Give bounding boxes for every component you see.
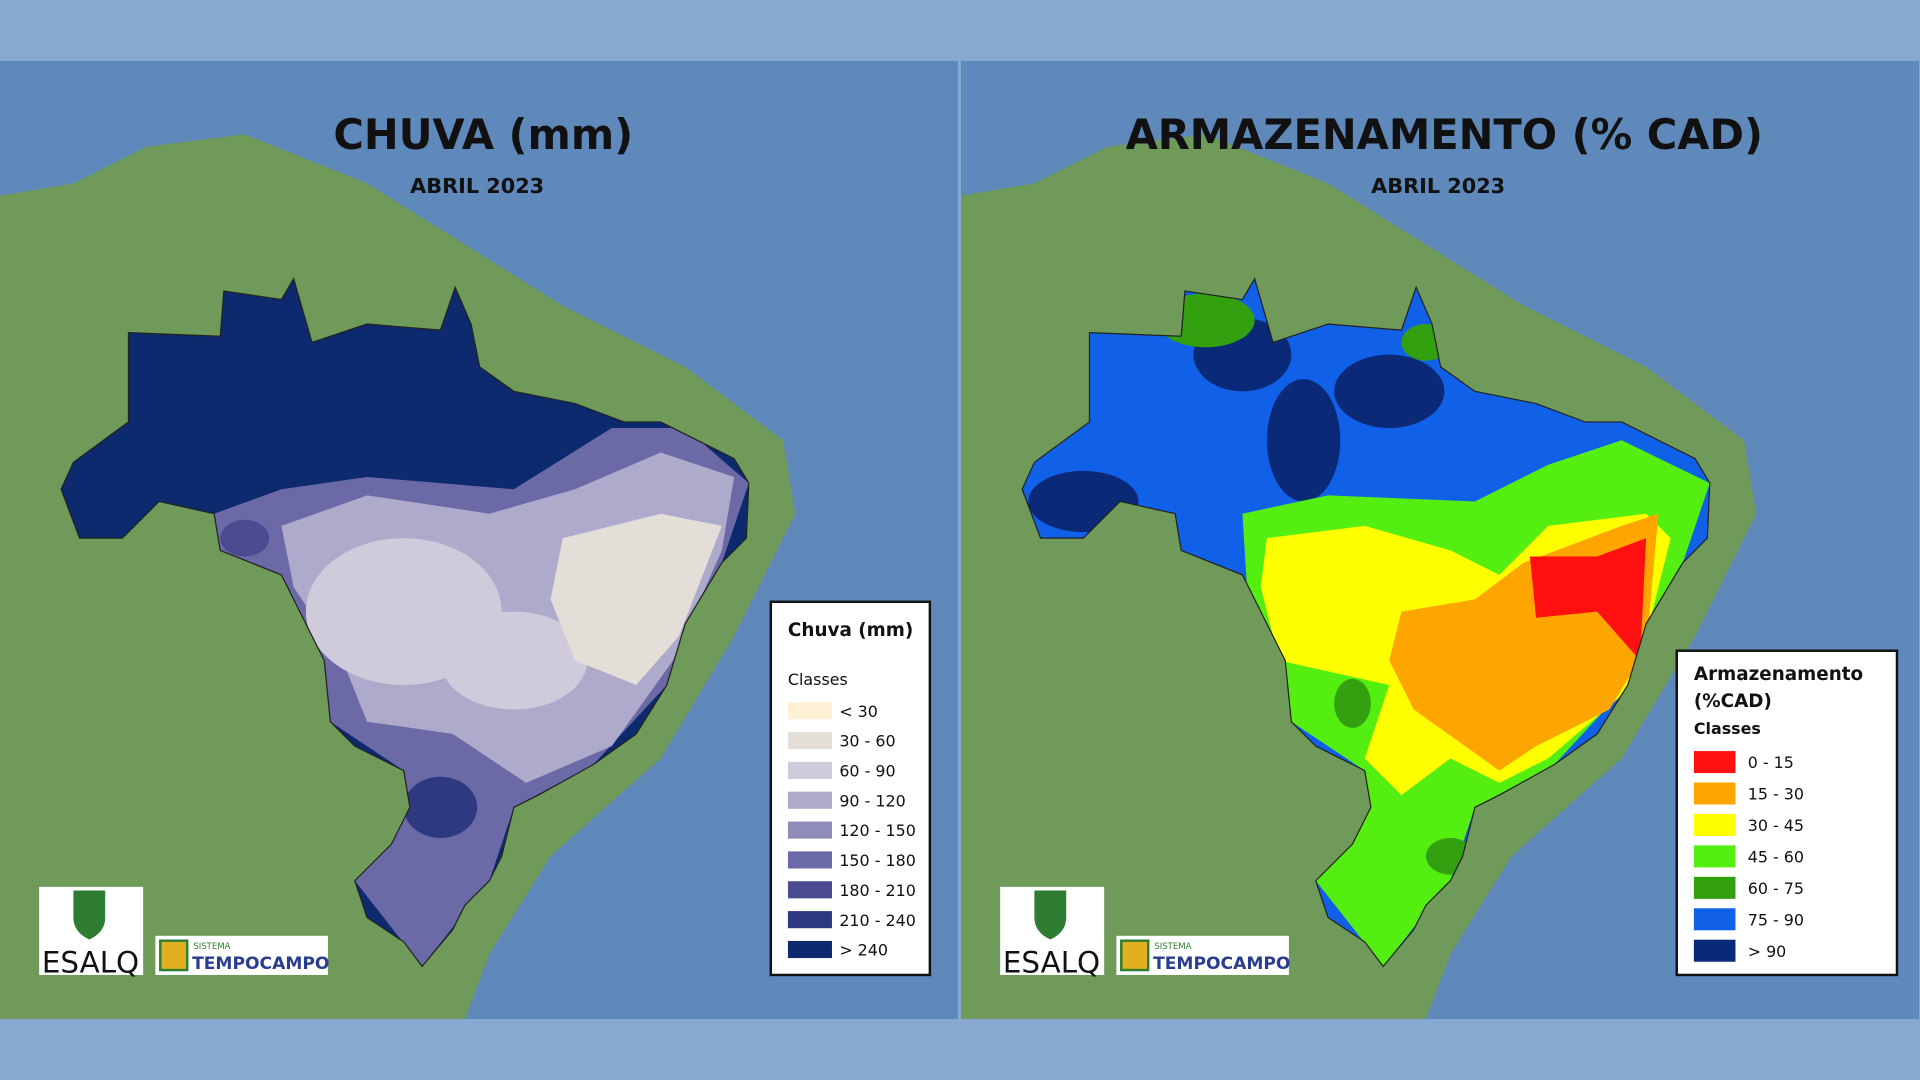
legend-swatch (787, 851, 832, 869)
map-region (1334, 354, 1445, 429)
legend-swatch (787, 881, 832, 899)
map-region (403, 776, 478, 838)
brazil-map (1022, 278, 1710, 967)
map-panel: ARMAZENAMENTO (% CAD) ABRIL 2023 Armazenam… (961, 61, 1919, 1019)
tempocampo-sistema: SISTEMA (193, 942, 230, 952)
legend-swatch (787, 911, 832, 929)
legend-label: < 30 (839, 702, 878, 721)
map-region (1529, 538, 1647, 661)
legend-swatch (787, 761, 832, 779)
esalq-shield (1034, 890, 1067, 940)
legend-swatch (1693, 876, 1736, 899)
legend-classes: Classes (1694, 719, 1761, 738)
legend-label: 210 - 240 (839, 911, 916, 930)
tempocampo-text: TEMPOCAMPO (1153, 954, 1290, 974)
tempocampo-sistema: SISTEMA (1154, 942, 1191, 952)
map-title: CHUVA (mm) (333, 110, 633, 159)
map-title: ARMAZENAMENTO (% CAD) (1126, 110, 1763, 159)
map-region (440, 611, 588, 710)
esalq-text: ESALQ (42, 946, 139, 980)
legend-title-line: Armazenamento (1694, 664, 1863, 685)
legend-label: 30 - 60 (839, 732, 895, 751)
legend-swatch (787, 940, 832, 959)
legend-label: > 90 (1748, 942, 1787, 961)
legend-label: 180 - 210 (839, 881, 916, 900)
legend-label: 90 - 120 (839, 791, 905, 810)
legend-classes: Classes (788, 670, 848, 689)
esalq-shield (73, 890, 106, 940)
legend-label: 120 - 150 (839, 821, 916, 840)
legend-title: Armazenamento (%CAD) (1694, 664, 1863, 712)
map-region (1334, 678, 1371, 728)
legend-title-line: (%CAD) (1694, 691, 1772, 712)
map-panel: CHUVA (mm) ABRIL 2023 Chuva (mm) Classes < 3… (0, 61, 958, 1019)
legend-swatch (1693, 813, 1736, 836)
tempocampo-icon (159, 939, 189, 972)
legend-label: 15 - 30 (1748, 785, 1804, 804)
map-region (550, 513, 722, 685)
legend-swatch (1693, 908, 1736, 931)
map-subtitle: ABRIL 2023 (410, 174, 544, 198)
legend-label: > 240 (839, 941, 888, 960)
country-border (1021, 277, 1711, 968)
tempocampo-icon (1120, 939, 1150, 972)
map-region (1266, 379, 1341, 502)
map-subtitle: ABRIL 2023 (1371, 174, 1505, 198)
legend-swatch (1693, 782, 1736, 805)
legend-swatch (787, 702, 832, 720)
legend-label: 75 - 90 (1748, 910, 1804, 929)
legend-swatch (1693, 939, 1736, 962)
esalq-text: ESALQ (1003, 946, 1100, 980)
legend-swatch (787, 821, 832, 839)
brazil-map (61, 278, 749, 967)
tempocampo-text: TEMPOCAMPO (192, 954, 329, 974)
legend-label: 150 - 180 (839, 851, 916, 870)
map-region (220, 519, 270, 557)
legend-label: 60 - 75 (1748, 879, 1804, 898)
legend-label: 30 - 45 (1748, 816, 1804, 835)
legend-swatch (1693, 751, 1736, 774)
legend-label: 45 - 60 (1748, 848, 1804, 867)
legend-swatch (787, 791, 832, 809)
legend-title: Chuva (mm) (788, 620, 913, 641)
legend-swatch (1693, 845, 1736, 868)
country-border (60, 277, 750, 968)
legend-swatch (787, 731, 832, 750)
legend-label: 0 - 15 (1748, 753, 1794, 772)
legend-label: 60 - 90 (839, 762, 895, 781)
